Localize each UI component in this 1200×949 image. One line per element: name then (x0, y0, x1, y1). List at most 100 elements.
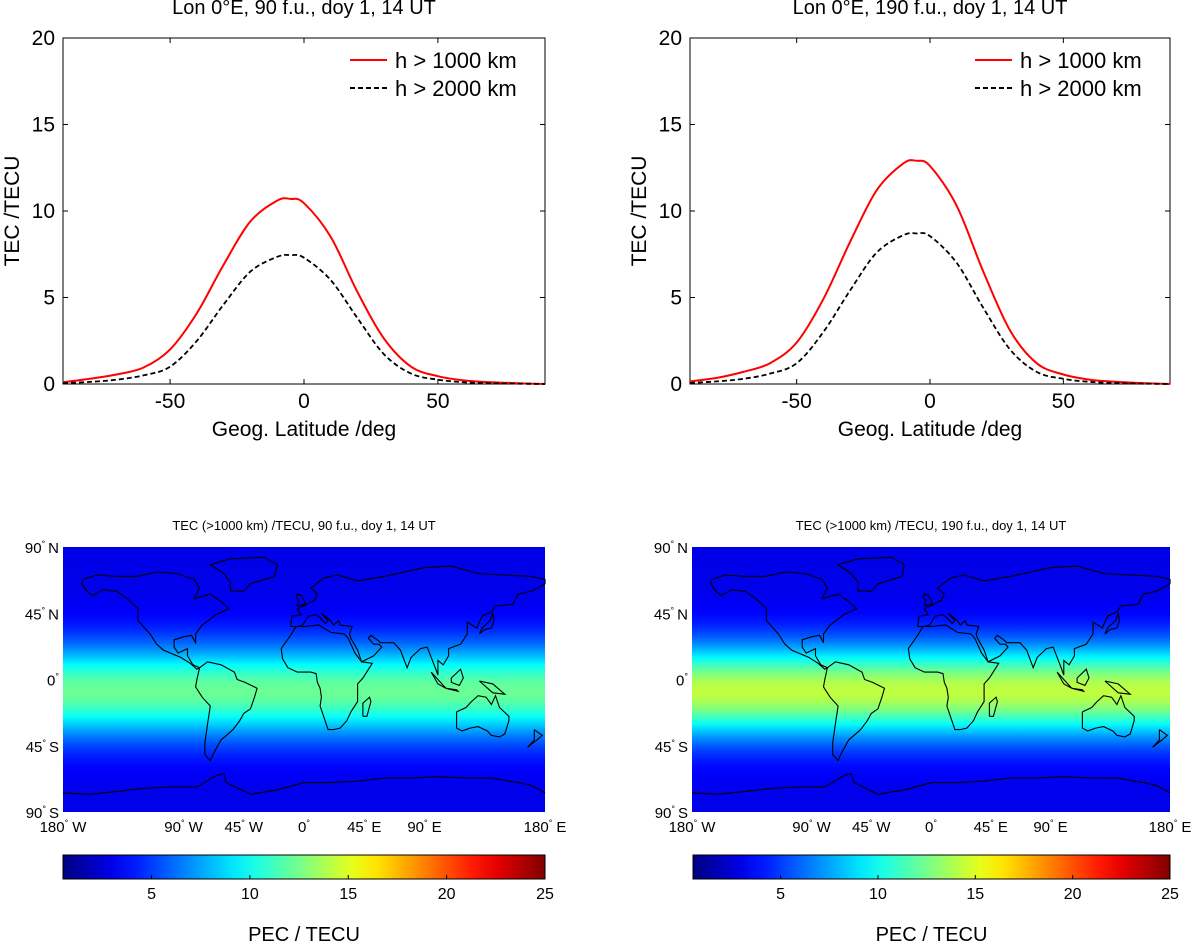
degree-mark: ° (42, 738, 46, 748)
lat-tick-label: 45° S (655, 738, 688, 756)
coastline-2 (836, 556, 906, 592)
legend-label-2: h > 2000 km (1020, 76, 1142, 101)
coastline-11 (445, 687, 460, 693)
degree-mark: ° (65, 818, 69, 828)
coastline-13 (1104, 680, 1132, 695)
y-tick-label: 15 (32, 114, 55, 137)
legend-label-1: h > 1000 km (395, 48, 517, 73)
coastline-4 (917, 565, 1171, 676)
y-tick-label: 20 (659, 27, 682, 50)
degree-mark: ° (809, 818, 813, 828)
map-title: TEC (>1000 km) /TECU, 190 f.u., doy 1, 1… (796, 518, 1067, 533)
degree-mark: ° (181, 818, 185, 828)
lon-tick-label: 180° E (1149, 818, 1192, 836)
lon-tick-label: 90° E (1033, 818, 1067, 836)
lat-tick-value: 90 (655, 805, 672, 822)
degree-mark: ° (671, 605, 675, 615)
lat-tick-hemisphere: S (678, 805, 688, 822)
colorbar-tick-label: 10 (241, 886, 259, 903)
lon-tick-value: 0 (925, 819, 933, 836)
x-tick-label: 50 (1052, 390, 1075, 413)
coastline-4 (290, 565, 546, 676)
lat-tick-value: 90 (25, 540, 42, 557)
lon-tick-value: 45 (974, 819, 991, 836)
lon-tick-hemisphere: E (1181, 819, 1191, 836)
lon-tick-hemisphere: W (72, 819, 87, 836)
lon-tick-value: 45 (347, 819, 364, 836)
coastline-8 (1104, 611, 1121, 635)
lon-tick-label: 45° E (974, 818, 1008, 836)
degree-mark: ° (241, 818, 245, 828)
degree-mark: ° (42, 539, 46, 549)
lat-tick-label: 90° N (654, 539, 688, 557)
colorbar-tick-label: 5 (147, 886, 156, 903)
lon-tick-value: 0 (298, 819, 306, 836)
coastline-7 (922, 593, 933, 607)
degree-mark: ° (42, 804, 46, 814)
lon-tick-label: 180° E (524, 818, 567, 836)
degree-mark: ° (42, 605, 46, 615)
x-axis-label: Geog. Latitude /deg (212, 418, 396, 441)
colorbar-tick-label: 5 (776, 886, 785, 903)
colorbar-tick-label: 15 (339, 886, 357, 903)
colorbar-ramp (692, 854, 1171, 880)
legend-label-2: h > 2000 km (395, 76, 517, 101)
lon-tick-hemisphere: E (556, 819, 566, 836)
lon-tick-hemisphere: W (189, 819, 204, 836)
coastlines (62, 556, 546, 795)
lat-tick-value: 45 (654, 606, 671, 623)
lat-tick-value: 90 (654, 540, 671, 557)
degree-mark: ° (306, 818, 310, 828)
lat-tick-label: 45° N (25, 605, 59, 623)
lat-tick-label: 45° N (654, 605, 688, 623)
lon-tick-label: 90° E (407, 818, 441, 836)
coastline-9 (988, 696, 998, 717)
colorbar-ramp (62, 854, 546, 880)
lat-tick-hemisphere: N (48, 540, 59, 557)
lon-tick-hemisphere: W (817, 819, 832, 836)
series-line-1 (62, 197, 546, 385)
x-tick-label: -50 (155, 390, 185, 413)
y-tick-label: 5 (43, 287, 55, 310)
lat-tick-label: 90° N (25, 539, 59, 557)
series-line-2 (62, 253, 546, 385)
lon-tick-value: 180 (40, 819, 65, 836)
lat-tick-value: 45 (25, 606, 42, 623)
degree-mark: ° (933, 818, 937, 828)
coastline-5 (1081, 694, 1135, 738)
lat-tick-value: 0 (47, 673, 55, 690)
lon-tick-hemisphere: W (701, 819, 716, 836)
series-line-1 (689, 159, 1171, 385)
degree-mark: ° (55, 672, 59, 682)
chart-title: Lon 0°E, 190 f.u., doy 1, 14 UT (793, 0, 1068, 19)
y-axis-label: TEC /TECU (1, 156, 24, 267)
lon-tick-label: 90° W (164, 818, 203, 836)
lat-tick-label: 0° (676, 672, 688, 690)
coastline-1 (195, 661, 258, 762)
degree-mark: ° (694, 818, 698, 828)
lon-tick-value: 45 (852, 819, 869, 836)
coastline-0 (709, 571, 858, 670)
y-tick-label: 10 (32, 200, 55, 223)
coastline-3 (280, 624, 374, 731)
x-tick-label: -50 (781, 390, 811, 413)
lat-tick-hemisphere: N (48, 606, 59, 623)
lon-tick-label: 180° W (669, 818, 717, 836)
tec-field (63, 547, 545, 812)
lon-tick-label: 45° W (225, 818, 264, 836)
colorbar: 5 10 15 20 25 PEC / TECU (692, 854, 1179, 946)
degree-mark: ° (671, 539, 675, 549)
coastline-5 (456, 694, 510, 738)
chart-title: Lon 0°E, 90 f.u., doy 1, 14 UT (172, 0, 436, 19)
lat-tick-hemisphere: N (677, 540, 688, 557)
lon-tick-value: 180 (524, 819, 549, 836)
lon-tick-label: 45° W (852, 818, 891, 836)
lat-tick-hemisphere: S (49, 805, 59, 822)
coastline-8 (478, 611, 495, 635)
y-tick-label: 10 (659, 200, 682, 223)
lat-tick-label: 90° S (655, 804, 688, 822)
lon-tick-label: 90° W (792, 818, 831, 836)
lat-tick-hemisphere: S (49, 739, 59, 756)
colorbar-tick-label: 15 (966, 886, 984, 903)
colorbar-tick-label: 20 (438, 886, 456, 903)
